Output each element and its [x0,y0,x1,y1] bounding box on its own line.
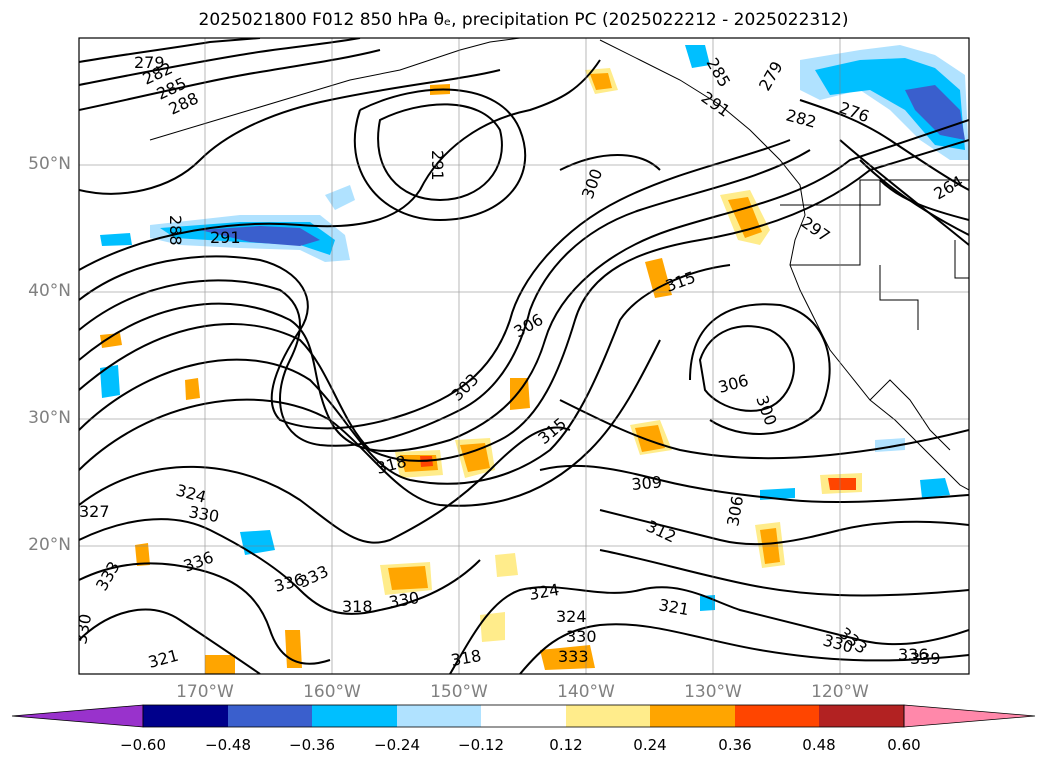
lon-label: 150°W [430,682,488,702]
precip-negative-patch [815,58,965,150]
colorbar-tick-label: −0.36 [289,736,335,754]
contour-label: 291 [210,228,241,247]
precip-positive-patch [635,425,665,452]
colorbar-segment [650,705,735,727]
contour-label: 291 [428,150,447,181]
lon-label: 140°W [557,682,615,702]
colorbar-low-extend [11,704,144,728]
colorbar-tick-label: −0.48 [205,736,251,754]
lon-label: 130°W [684,682,742,702]
colorbar-tick-label: −0.24 [374,736,420,754]
contour-label: 309 [631,472,663,494]
precip-positive-patch [205,655,235,674]
colorbar [11,704,1036,728]
precip-negative-patch [100,365,120,398]
contour-label: 279 [134,53,165,72]
graticule [79,38,969,674]
coastlines [149,38,969,491]
precip-positive-patch [480,612,505,642]
precip-negative-patch [100,233,132,246]
colorbar-tick-label: −0.12 [458,736,504,754]
lat-label: 30°N [28,408,71,428]
lat-label: 50°N [28,154,71,174]
theta-e-contours [79,38,969,674]
colorbar-tick-label: 0.36 [718,736,752,754]
colorbar-frame [142,704,905,728]
lat-label: 40°N [28,281,71,301]
colorbar-segment [566,705,650,727]
precip-positive-patch [510,378,530,410]
precip-negative-patch [685,45,710,68]
contour-label: 336 [898,645,929,664]
precip-negative-patch [200,226,320,246]
colorbar-high-extend [903,704,1036,728]
contour-label: 339 [910,649,941,668]
precip-positive-patch [828,478,856,490]
precip-negative-patch [920,478,950,498]
map-frame [79,38,969,674]
colorbar-segment [312,705,397,727]
lon-label: 170°W [176,682,234,702]
precip-negative-patch [325,185,355,210]
lon-label: 120°W [811,682,869,702]
contour-label: 288 [166,215,185,246]
colorbar-tick-label: −0.60 [120,736,166,754]
precip-positive-patch [495,553,518,577]
colorbar-tick-label: 0.48 [802,736,836,754]
colorbar-tick-label: 0.12 [549,736,583,754]
lon-label: 160°W [303,682,361,702]
contour-label: 333 [558,647,589,666]
precip-negative-patch [240,530,275,555]
contour-label: 330 [71,612,95,645]
precip-positive-patch [460,443,490,472]
colorbar-segment [143,705,228,727]
contour-label: 327 [79,502,110,521]
precip-positive-patch [185,378,200,400]
colorbar-segment [397,705,481,727]
colorbar-segment [228,705,312,727]
precip-positive-patch [388,566,428,590]
precip-positive-patch [540,645,595,670]
precip-positive-patch [135,543,150,566]
precip-positive-patch [590,73,612,90]
colorbar-tick-label: 0.60 [887,736,921,754]
contour-label: 324 [556,607,587,626]
map-border [78,37,970,675]
precip-positive-patch [100,333,122,348]
colorbar-segment [735,705,819,727]
precip-positive-patch [645,258,672,298]
lat-label: 20°N [28,535,71,555]
contour-label: 318 [342,597,373,616]
colorbar-segment [819,705,904,727]
colorbar-tick-label: 0.24 [633,736,667,754]
map-title: 2025021800 F012 850 hPa θₑ, precipitatio… [198,10,849,30]
contour-label: 330 [566,627,597,646]
colorbar-segment [481,705,566,727]
